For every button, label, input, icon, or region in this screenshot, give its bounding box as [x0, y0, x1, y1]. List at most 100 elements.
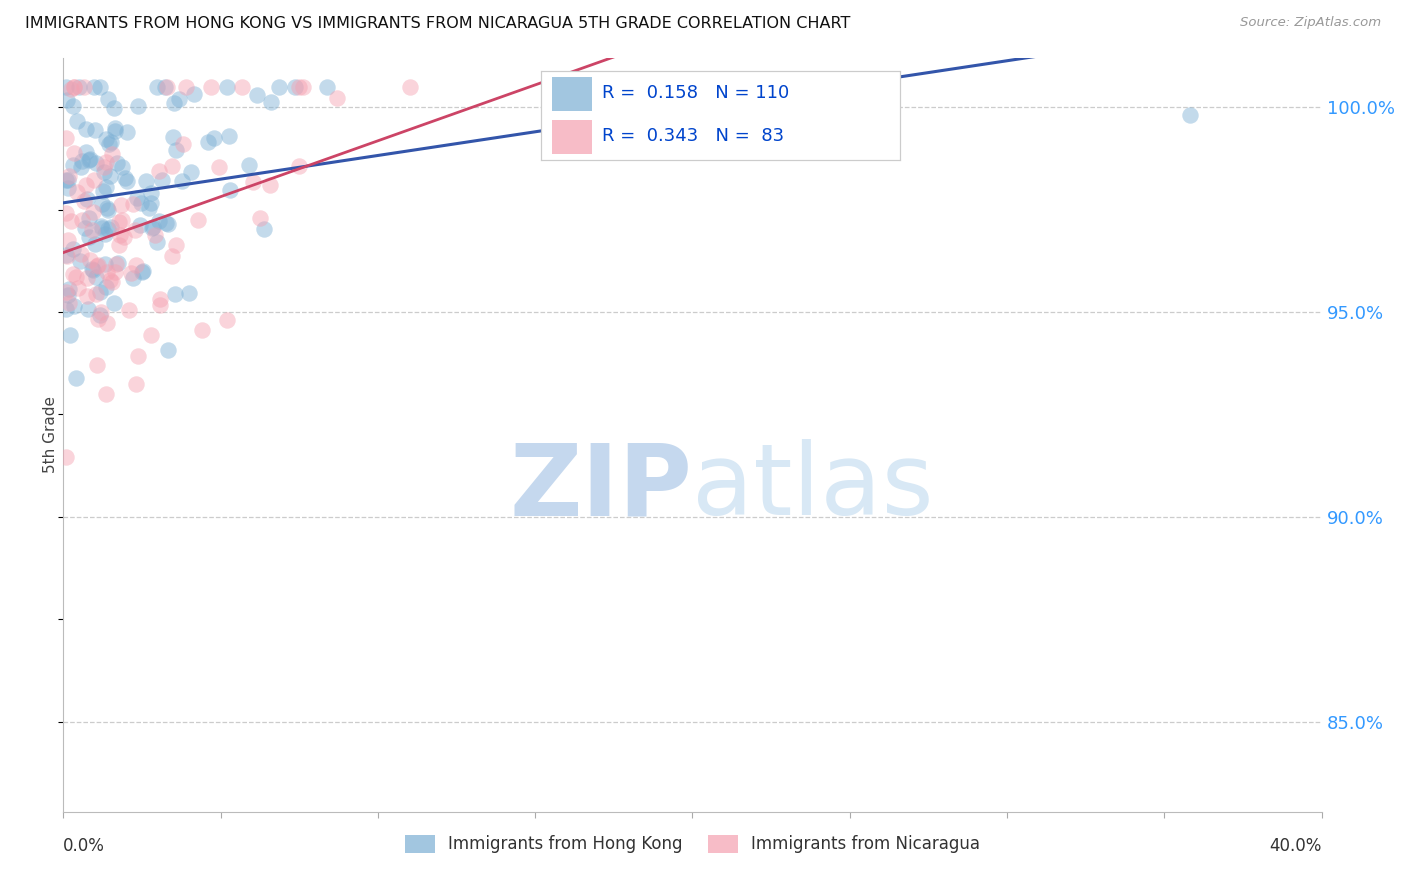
Point [59, 81, 82, 95]
Point [76, 192, 98, 206]
Text: ZIP: ZIP [509, 439, 693, 536]
Point [90, 221, 112, 235]
Point [259, 178, 281, 192]
Point [63, 79, 86, 94]
Point [120, 266, 142, 280]
Point [267, 79, 290, 94]
Point [69, 247, 91, 261]
Point [157, 343, 180, 357]
Point [83, 123, 105, 137]
Point [191, 323, 214, 337]
Point [160, 159, 183, 173]
Point [83, 172, 105, 186]
Point [93, 165, 115, 179]
Point [98, 136, 121, 151]
Point [82, 204, 104, 219]
Point [148, 298, 170, 312]
Point [150, 173, 173, 187]
Point [94, 280, 117, 294]
Text: IMMIGRANTS FROM HONG KONG VS IMMIGRANTS FROM NICARAGUA 5TH GRADE CORRELATION CHA: IMMIGRANTS FROM HONG KONG VS IMMIGRANTS … [25, 16, 851, 31]
Point [79, 153, 101, 167]
Point [110, 198, 132, 212]
Point [86, 260, 108, 274]
Point [165, 143, 187, 157]
Point [63, 146, 86, 161]
Point [60, 213, 83, 227]
Point [79, 253, 101, 268]
Point [127, 349, 149, 363]
Point [87, 258, 110, 272]
Point [242, 175, 264, 189]
Text: Source: ZipAtlas.com: Source: ZipAtlas.com [1240, 16, 1381, 29]
Point [77, 301, 100, 316]
Point [58, 282, 80, 296]
Point [82, 223, 104, 237]
Point [149, 292, 172, 306]
Point [127, 192, 149, 206]
Point [172, 136, 194, 151]
Point [73, 194, 96, 208]
Point [98, 169, 121, 183]
Point [55, 285, 77, 299]
Point [66, 281, 89, 295]
Point [174, 79, 197, 94]
Point [73, 220, 96, 235]
Point [56, 93, 79, 107]
Point [89, 285, 111, 300]
Point [107, 256, 129, 270]
Point [132, 264, 155, 278]
Point [62, 267, 84, 281]
Point [165, 238, 187, 252]
Point [93, 160, 115, 174]
Point [108, 215, 131, 229]
Point [63, 299, 86, 313]
Legend: Immigrants from Hong Kong, Immigrants from Nicaragua: Immigrants from Hong Kong, Immigrants fr… [398, 828, 987, 860]
Point [103, 101, 125, 115]
Point [66, 114, 89, 128]
Point [84, 287, 107, 301]
Point [75, 145, 97, 160]
Point [58, 181, 80, 195]
Point [77, 229, 100, 244]
Point [65, 269, 87, 284]
Point [218, 128, 240, 143]
Point [96, 92, 118, 106]
Point [84, 236, 107, 251]
Point [62, 99, 84, 113]
Point [97, 202, 120, 217]
Point [115, 125, 138, 139]
Point [108, 227, 131, 242]
Point [156, 79, 179, 94]
Point [76, 271, 98, 285]
Point [139, 186, 162, 200]
Text: 40.0%: 40.0% [1270, 837, 1322, 855]
Point [104, 124, 127, 138]
Point [55, 248, 77, 262]
Point [90, 305, 112, 319]
Point [114, 171, 136, 186]
Point [73, 79, 96, 94]
Point [284, 79, 307, 94]
Point [125, 258, 148, 272]
Point [148, 214, 170, 228]
Point [111, 160, 134, 174]
Point [197, 135, 219, 149]
Point [183, 87, 205, 102]
Point [124, 223, 146, 237]
Point [91, 184, 114, 198]
Point [55, 450, 77, 464]
Point [1178, 108, 1201, 122]
Point [167, 92, 190, 106]
Point [100, 135, 122, 149]
Point [86, 311, 108, 326]
Point [96, 180, 118, 194]
Point [172, 174, 194, 188]
Point [70, 213, 93, 227]
Point [86, 358, 108, 372]
Point [75, 178, 97, 192]
Point [62, 158, 84, 172]
Point [121, 197, 143, 211]
Y-axis label: 5th Grade: 5th Grade [42, 396, 58, 474]
Point [56, 233, 79, 247]
Point [70, 161, 93, 175]
